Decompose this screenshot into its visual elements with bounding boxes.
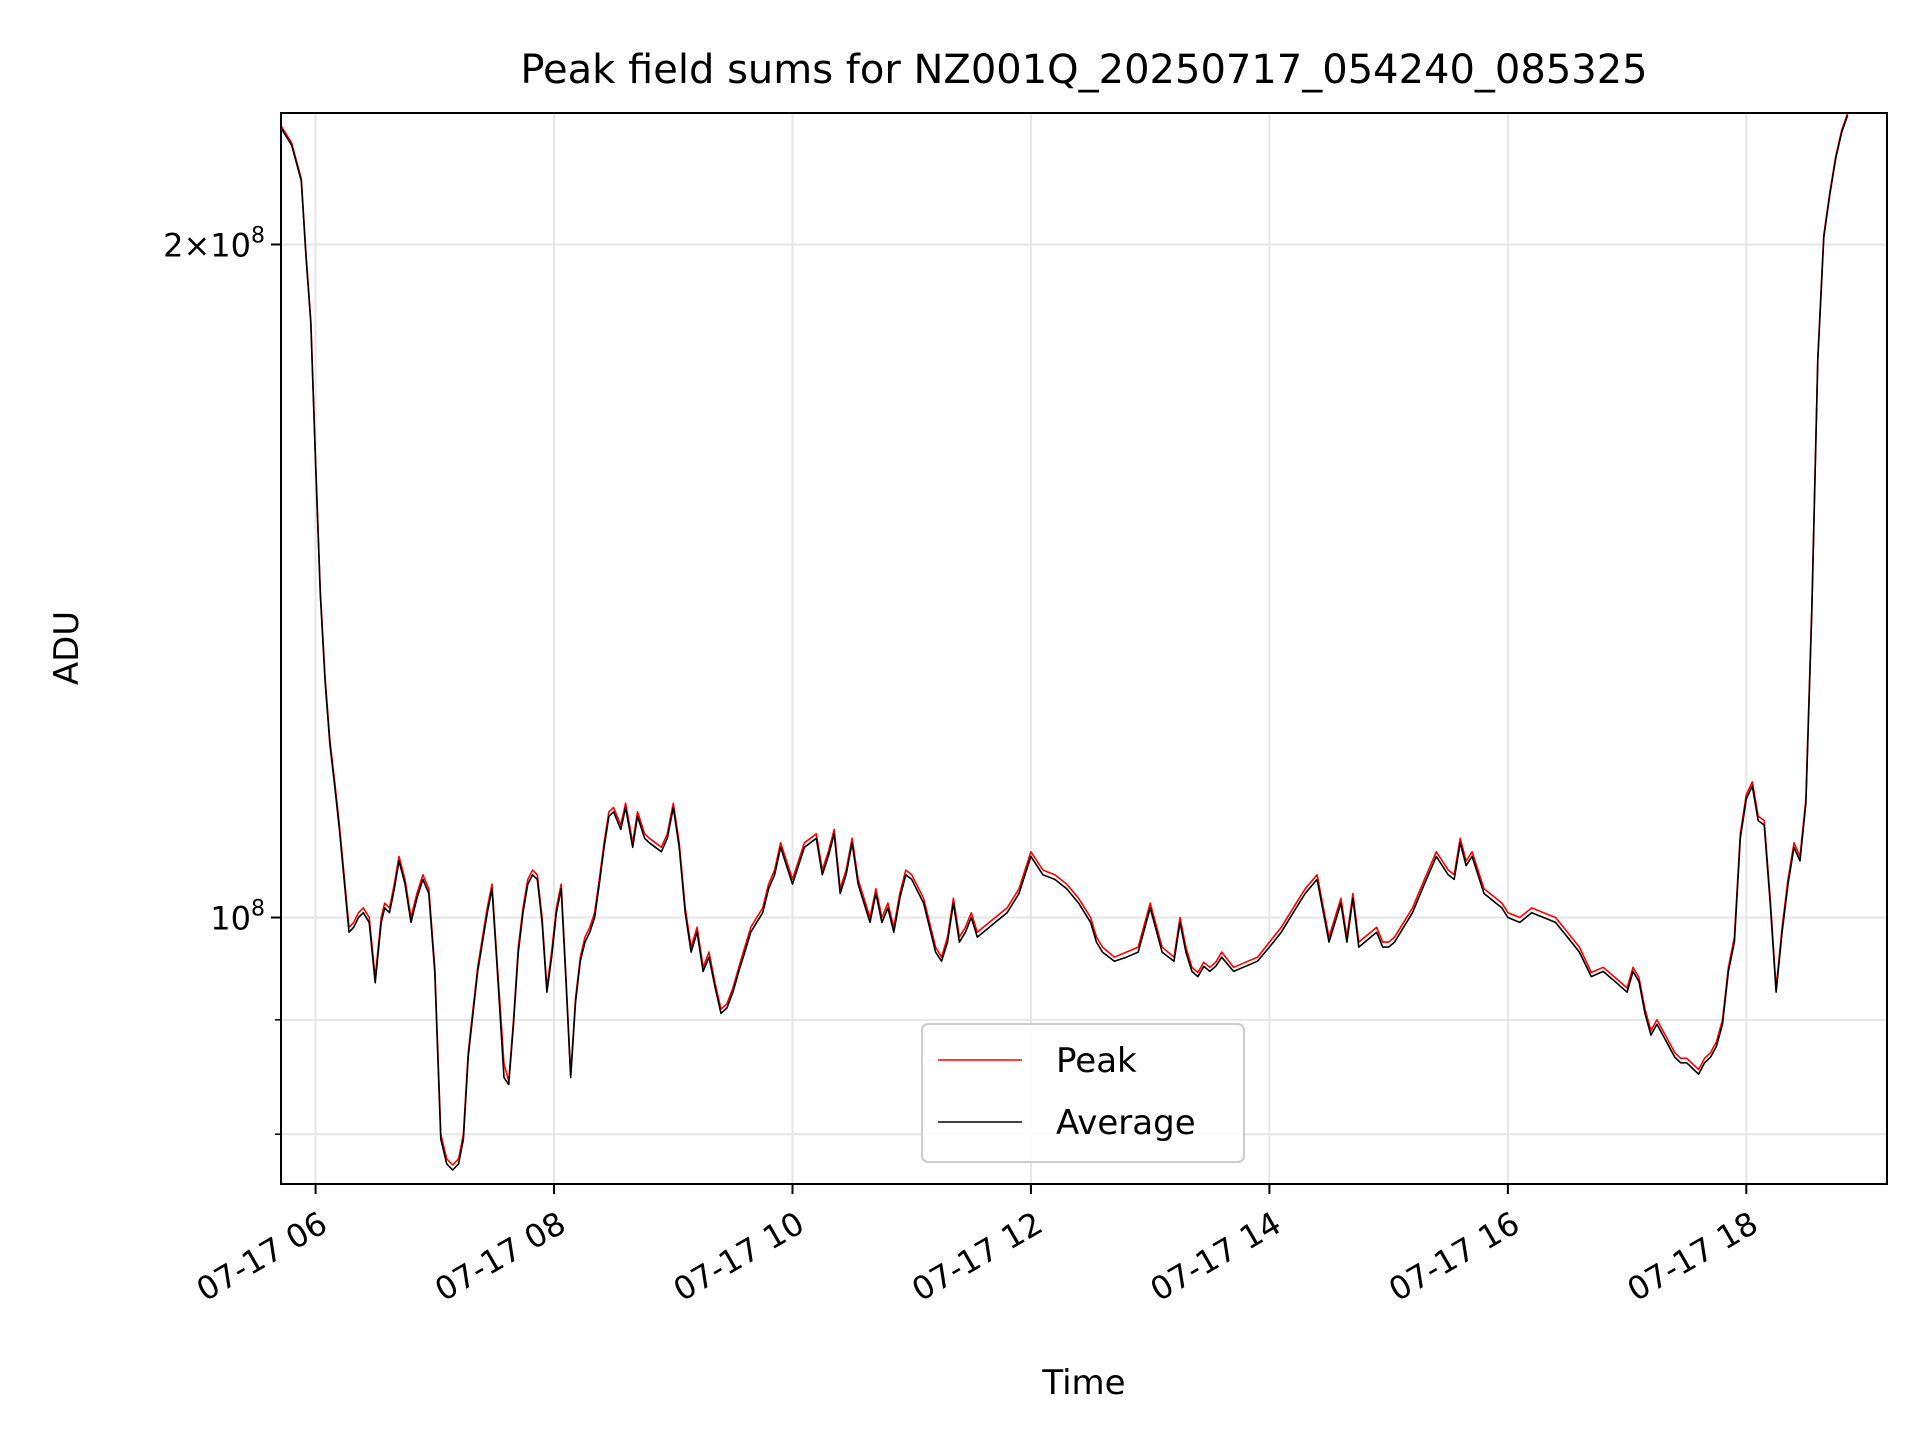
legend: Peak Average [921,1023,1245,1163]
series-line-peak [281,113,1849,1166]
legend-label-peak: Peak [1056,1041,1137,1081]
plot-frame [280,112,1888,1185]
legend-label-average: Average [1056,1103,1196,1143]
x-axis-label: Time [1041,1363,1125,1403]
y-tick-label: 2×108 [163,223,265,264]
series-line-average [281,114,1849,1171]
y-axis-label: ADU [47,611,87,685]
legend-box [921,1023,1245,1163]
chart-title: Peak field sums for NZ001Q_20250717_0542… [520,47,1647,93]
series-layer [281,113,1849,1171]
y-tick-label: 108 [210,897,265,938]
